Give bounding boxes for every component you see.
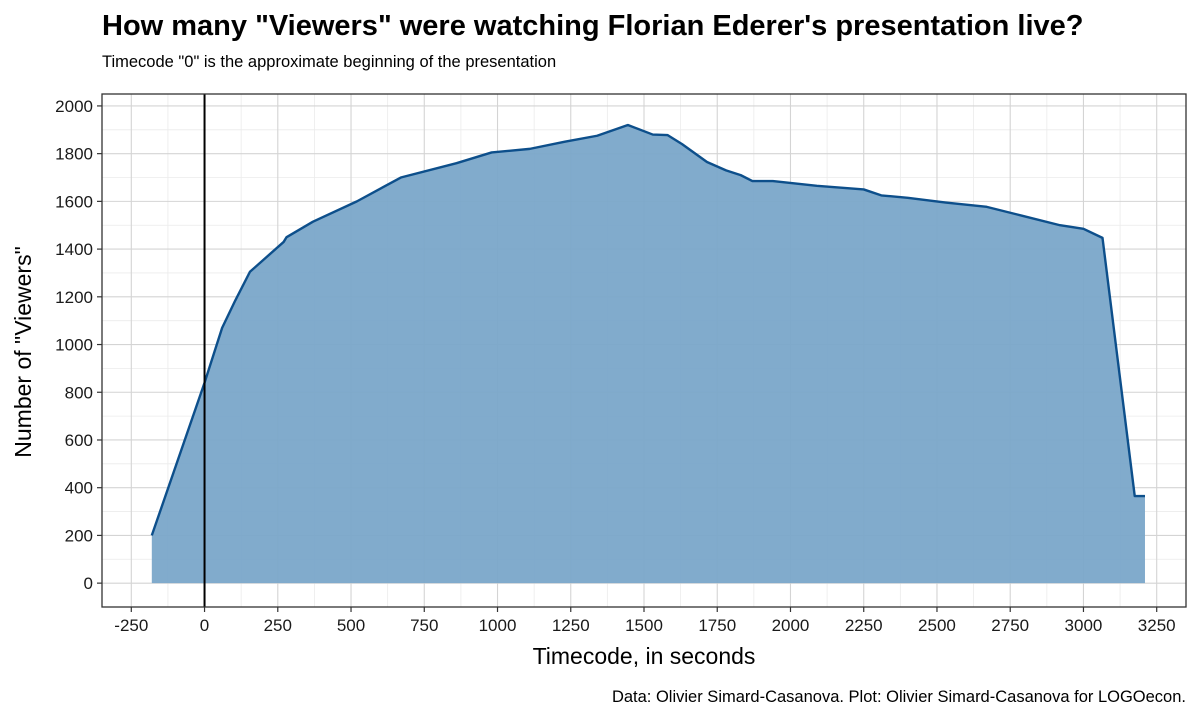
- x-tick-label: 2000: [772, 616, 810, 635]
- y-tick-label: 1000: [55, 336, 93, 355]
- viewers-area: [151, 125, 1145, 584]
- x-tick-label: 250: [264, 616, 292, 635]
- x-tick-label: 500: [337, 616, 365, 635]
- y-axis-title: Number of "Viewers": [10, 246, 36, 457]
- x-tick-label: 2500: [918, 616, 956, 635]
- x-tick-label: 3000: [1065, 616, 1103, 635]
- x-tick-label: 0: [200, 616, 209, 635]
- y-tick-label: 400: [65, 479, 93, 498]
- y-tick-label: 200: [65, 526, 93, 545]
- y-tick-label: 1200: [55, 288, 93, 307]
- x-tick-label: 750: [410, 616, 438, 635]
- y-tick-label: 800: [65, 383, 93, 402]
- y-tick-label: 600: [65, 431, 93, 450]
- chart-subtitle: Timecode "0" is the approximate beginnin…: [102, 53, 557, 71]
- x-axis-title: Timecode, in seconds: [533, 643, 756, 669]
- x-tick-label: 3250: [1138, 616, 1176, 635]
- y-tick-label: 1800: [55, 145, 93, 164]
- x-tick-label: -250: [114, 616, 148, 635]
- x-tick-label: 1750: [698, 616, 736, 635]
- x-tick-label: 1000: [479, 616, 517, 635]
- y-tick-label: 1600: [55, 192, 93, 211]
- x-tick-label: 2750: [991, 616, 1029, 635]
- x-tick-label: 2250: [845, 616, 883, 635]
- y-tick-label: 2000: [55, 97, 93, 116]
- viewers-line: [150, 123, 1145, 536]
- data-area: [150, 94, 1145, 607]
- y-tick-label: 0: [84, 574, 93, 593]
- chart-title: How many "Viewers" were watching Florian…: [102, 10, 1084, 42]
- x-axis-ticks: -250 0 250 500 750 1000 1250 1500 1750 2000 2250 25…: [114, 607, 1176, 635]
- chart-caption: Data: Olivier Simard-Casanova. Plot: Oli…: [611, 688, 1186, 706]
- y-tick-label: 1400: [55, 240, 93, 259]
- x-tick-label: 1250: [552, 616, 590, 635]
- y-axis-ticks: 0 200 400 600 800 1000 1200 1400 1600 1800 2000: [55, 97, 102, 593]
- x-tick-label: 1500: [625, 616, 663, 635]
